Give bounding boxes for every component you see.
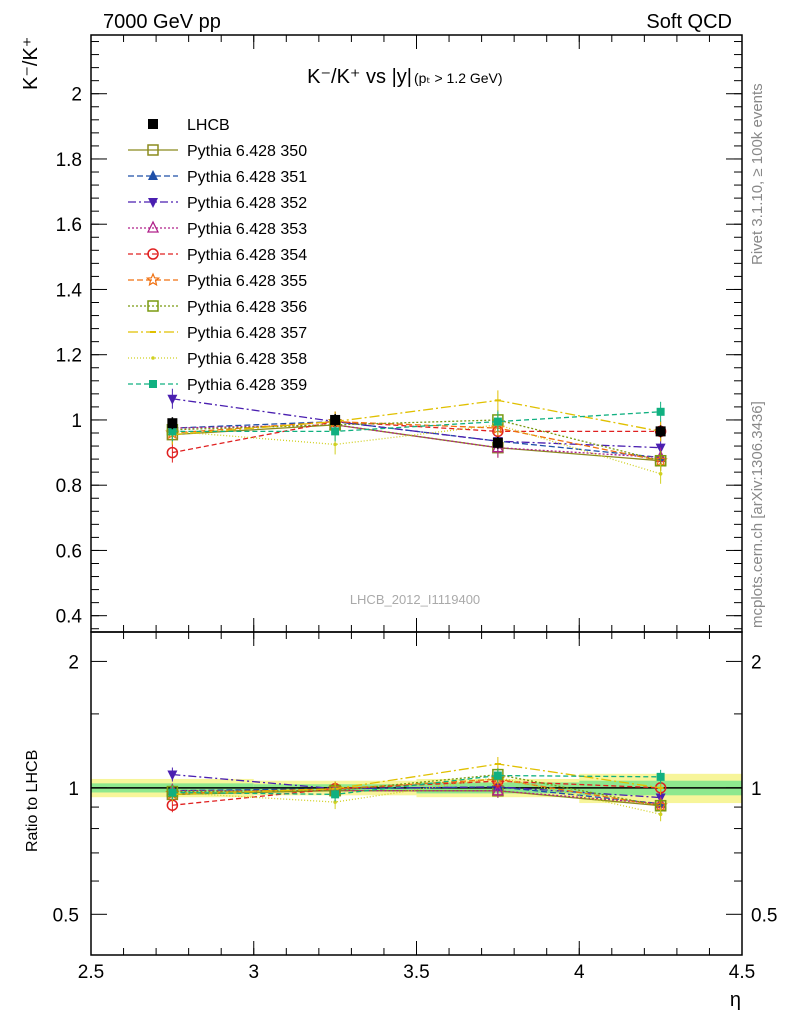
x-tick-label: 4	[574, 962, 585, 983]
x-tick-label: 2.5	[78, 962, 104, 983]
ratio-axis-ticks: 2.5 3 3.5 4 4.5 0.5 0.5 1 1 2 2	[53, 632, 777, 983]
series-line	[172, 419, 661, 462]
y-tick-label: 0.4	[56, 607, 83, 628]
main-series-group	[165, 388, 668, 484]
legend-label: Pythia 6.428 358	[187, 351, 307, 368]
header-right: Soft QCD	[646, 11, 732, 33]
series-line	[172, 424, 661, 475]
marker	[151, 356, 155, 360]
y-tick-label: 1.6	[56, 215, 82, 236]
ratio-tick-label: 1	[68, 779, 79, 800]
series-line	[172, 424, 661, 462]
main-axis-ticks: 0.4 0.6 0.8 1 1.2 1.4 1.6 1.8 2	[56, 35, 743, 632]
legend-label: Pythia 6.428 353	[187, 221, 307, 238]
marker	[331, 427, 340, 436]
ratio-panel: 2.5 3 3.5 4 4.5 0.5 0.5 1 1 2 2 Ratio to LHCB η	[24, 631, 777, 1011]
marker	[655, 426, 666, 437]
series-line	[172, 411, 661, 433]
ratio-series-line	[172, 763, 661, 796]
y-tick-label: 1.8	[56, 150, 82, 171]
legend-label: Pythia 6.428 356	[187, 299, 307, 316]
ratio-series-line	[172, 776, 661, 815]
legend-label: Pythia 6.428 350	[187, 143, 307, 160]
x-tick-label: 3	[248, 962, 259, 983]
legend-label: Pythia 6.428 355	[187, 273, 307, 290]
legend-label: Pythia 6.428 359	[187, 377, 307, 394]
ratio-tick-label: 0.5	[53, 905, 79, 926]
marker	[147, 144, 159, 156]
series-pythia-6.428-355	[165, 411, 668, 471]
ratio-tick-label-right: 0.5	[751, 905, 777, 926]
legend-label: LHCB	[187, 117, 230, 134]
marker	[145, 272, 161, 287]
main-panel: 0.4 0.6 0.8 1 1.2 1.4 1.6 1.8 2 K⁻/K⁺ vs |y| (pₜ…	[20, 34, 743, 633]
x-tick-label: 4.5	[729, 962, 755, 983]
y-tick-label: 0.8	[56, 476, 82, 497]
marker	[167, 394, 178, 405]
series-pythia-6.428-359	[168, 401, 665, 442]
series-pythia-6.428-352	[167, 388, 666, 458]
marker	[167, 770, 178, 781]
mcplots-label: mcplots.cern.ch [arXiv:1306.3436]	[749, 401, 766, 628]
rivet-label: Rivet 3.1.10, ≥ 100k events	[749, 83, 766, 265]
y-tick-label: 1.2	[56, 346, 82, 367]
y-tick-label: 2	[71, 85, 82, 106]
y-tick-label: 1	[71, 411, 82, 432]
marker	[148, 198, 158, 208]
marker	[491, 783, 504, 796]
marker	[148, 170, 158, 180]
header-left: 7000 GeV pp	[103, 11, 221, 33]
marker	[168, 788, 177, 797]
series-line	[172, 398, 661, 449]
marker	[333, 442, 337, 447]
legend: LHCB Pythia 6.428 350 Pythia 6.428 351 Pyth…	[128, 117, 307, 394]
marker	[658, 471, 663, 476]
ratio-tick-label-right: 2	[751, 652, 762, 673]
plot-title: K⁻/K⁺ vs |y|	[307, 66, 412, 88]
legend-label: Pythia 6.428 352	[187, 195, 307, 212]
marker	[492, 437, 503, 448]
series-line	[172, 399, 661, 436]
marker	[168, 427, 177, 436]
y-tick-label: 1.4	[56, 280, 83, 301]
ratio-series-pythia-6.428-359	[168, 768, 665, 802]
series-pythia-6.428-356	[166, 409, 667, 471]
series-line	[172, 420, 661, 454]
x-axis-label: η	[730, 989, 741, 1011]
ratio-tick-label-right: 1	[751, 779, 762, 800]
data-points	[167, 413, 666, 449]
marker	[167, 418, 178, 429]
marker	[166, 446, 179, 459]
x-tick-label: 3.5	[403, 962, 429, 983]
y-axis-label: K⁻/K⁺	[20, 37, 42, 90]
legend-label: Pythia 6.428 354	[187, 247, 307, 264]
legend-label: Pythia 6.428 357	[187, 325, 307, 342]
ratio-series-line	[172, 774, 661, 796]
ratio-tick-label: 2	[68, 652, 79, 673]
marker	[330, 414, 341, 425]
marker	[656, 772, 665, 781]
marker	[658, 812, 663, 817]
plot-title-cut: (pₜ > 1.2 GeV)	[414, 70, 503, 86]
marker	[656, 407, 665, 416]
marker	[331, 790, 340, 799]
analysis-id: LHCB_2012_I1119400	[350, 592, 480, 607]
series-pythia-6.428-351	[167, 411, 666, 468]
marker	[333, 800, 337, 804]
legend-label: Pythia 6.428 351	[187, 169, 307, 186]
marker	[148, 119, 158, 129]
ratio-y-axis-label: Ratio to LHCB	[24, 750, 41, 852]
marker	[493, 417, 502, 426]
series-line	[172, 424, 661, 459]
marker	[149, 380, 157, 388]
marker	[146, 220, 160, 233]
ratio-series-group	[165, 756, 668, 822]
marker	[493, 771, 502, 780]
marker	[147, 248, 159, 260]
marker	[147, 300, 159, 312]
y-tick-label: 0.6	[56, 541, 82, 562]
ratio-frame	[90, 631, 743, 956]
